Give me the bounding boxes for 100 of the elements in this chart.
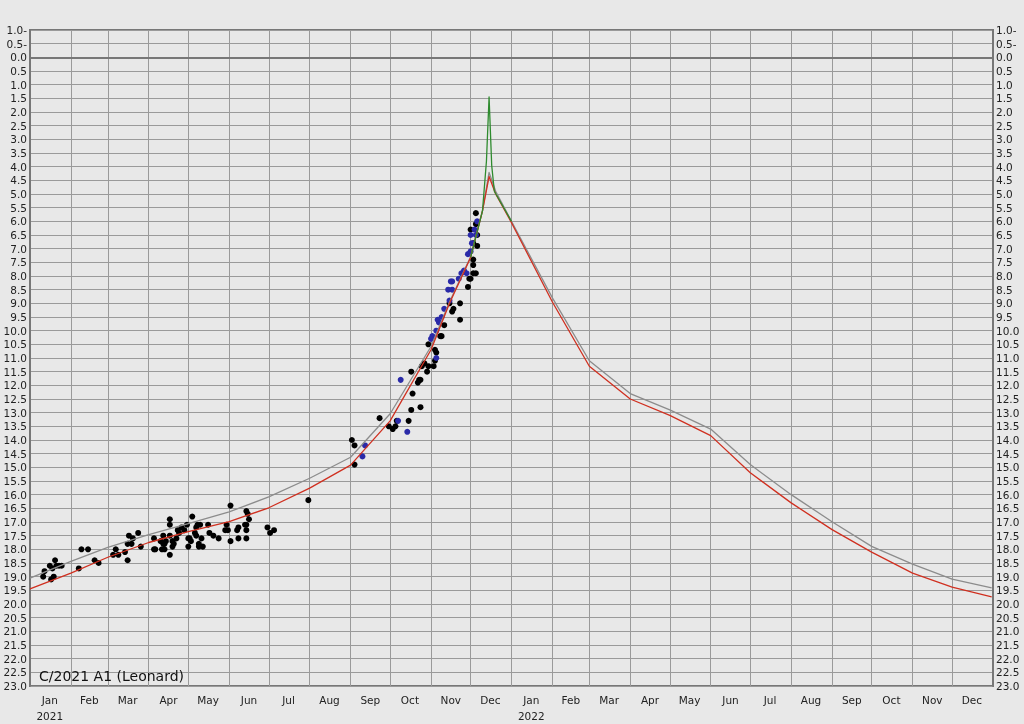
y2-tick-label: 16.5 (996, 502, 1020, 515)
y2-tick-label: 18.5 (996, 557, 1020, 569)
y2-tick-label: 17.5 (996, 529, 1020, 542)
y2-tick-label: 19.0 (996, 570, 1020, 583)
y-tick-label: 5.5 (10, 201, 27, 214)
y-tick-label: 11.5 (3, 365, 27, 378)
y2-tick-label: 22.0 (996, 652, 1020, 665)
y2-tick-label: 5.5 (996, 201, 1013, 214)
x-tick-label: Mar (117, 694, 139, 706)
y2-tick-label: 18.0 (996, 543, 1020, 556)
y2-tick-label: 0.5- (996, 37, 1017, 50)
y-tick-label: 19.0 (3, 570, 27, 583)
y2-tick-label: 4.5 (996, 174, 1013, 187)
y-tick-label: 16.5 (3, 502, 27, 515)
y-tick-label: 7.0 (10, 242, 27, 255)
x-tick-label: Dec (961, 694, 983, 706)
y2-tick-label: 11.5 (996, 365, 1020, 378)
x-tick-label: Jan 2022 (517, 694, 545, 722)
y2-tick-label: 0.0 (996, 51, 1013, 64)
y2-tick-label: 20.5 (996, 611, 1020, 624)
y2-tick-label: 21.5 (996, 639, 1020, 651)
x-tick-label: Dec (480, 694, 501, 706)
y-tick-label: 21.5 (3, 639, 27, 651)
x-tick-label: May (197, 694, 219, 706)
y2-tick-label: 10.5 (996, 338, 1020, 351)
y-tick-label: 22.5 (3, 666, 27, 679)
y-tick-label: 0.5- (6, 37, 28, 50)
y2-tick-label: 7.0 (996, 242, 1013, 255)
y-tick-label: 2.5 (10, 119, 27, 132)
y-tick-label: 20.5 (3, 611, 27, 624)
y-tick-label: 1.0 (10, 78, 27, 91)
y-tick-label: 5.0 (10, 188, 27, 200)
x-tick-label: Jul (281, 694, 295, 706)
y-tick-label: 13.5 (3, 420, 27, 433)
y-tick-label: 0.5 (10, 65, 27, 77)
y-tick-label: 1.0- (6, 24, 28, 36)
y2-tick-label: 0.5 (996, 65, 1013, 77)
y2-tick-label: 13.0 (996, 406, 1020, 419)
y-tick-label: 10.0 (3, 324, 27, 337)
x-tick-label: Jun (721, 694, 739, 706)
y-tick-label: 14.0 (3, 434, 27, 446)
y2-tick-label: 3.5 (996, 147, 1013, 159)
y-tick-label: 16.0 (3, 488, 27, 501)
x-tick-label: Apr (640, 694, 660, 706)
y-tick-label: 3.0 (10, 133, 27, 146)
y-tick-label: 4.0 (10, 160, 27, 173)
y-tick-label: 17.5 (3, 529, 27, 542)
y2-tick-label: 15.5 (996, 475, 1020, 487)
y-tick-label: 12.5 (3, 393, 27, 405)
y-tick-label: 21.0 (3, 625, 27, 638)
x-tick-label: Sep (360, 694, 381, 706)
y2-tick-label: 7.5 (996, 256, 1013, 269)
text: C/2021 A1 (Leonard) (39, 668, 185, 684)
x-tick-label: May (678, 694, 701, 706)
y2-tick-label: 3.0 (996, 133, 1013, 146)
y2-tick-label: 1.0 (996, 78, 1013, 91)
y-tick-label: 15.5 (3, 475, 27, 487)
y2-tick-label: 2.5 (996, 119, 1013, 132)
y2-tick-label: 1.0- (996, 24, 1017, 36)
y2-tick-label: 22.5 (996, 666, 1020, 679)
y2-tick-label: 16.0 (996, 488, 1020, 501)
y-tick-label: 11.0 (3, 352, 27, 364)
y-tick-label: 6.0 (10, 215, 27, 228)
y2-tick-label: 6.0 (996, 215, 1013, 228)
y-tick-label: 12.0 (3, 379, 27, 392)
y-tick-label: 0.0 (10, 51, 27, 64)
x-tick-label: Jun (239, 694, 258, 706)
x-tick-label: Feb (80, 694, 99, 706)
y2-tick-label: 4.0 (996, 160, 1013, 173)
y-tick-label: 3.5 (10, 147, 27, 159)
y-tick-label: 17.0 (3, 516, 27, 528)
y2-tick-label: 14.5 (996, 447, 1020, 460)
y-tick-label: 2.0 (10, 106, 27, 118)
y2-tick-label: 17.0 (996, 516, 1020, 528)
y-tick-label: 13.0 (3, 406, 27, 419)
y2-tick-label: 19.5 (996, 584, 1020, 597)
y2-tick-label: 12.0 (996, 379, 1020, 392)
y-tick-label: 4.5 (10, 174, 27, 187)
y2-tick-label: 8.5 (996, 283, 1013, 296)
x-tick-label: Jul (762, 694, 777, 706)
x-tick-label: Oct (400, 694, 419, 706)
y2-tick-label: 11.0 (996, 352, 1020, 364)
y2-tick-label: 14.0 (996, 434, 1020, 446)
y-tick-label: 6.5 (10, 229, 27, 241)
x-tick-label: Apr (159, 694, 179, 706)
x-tick-label: Jan 2021 (36, 694, 64, 722)
y-tick-label: 10.5 (3, 338, 27, 351)
x-tick-label: Aug (800, 694, 822, 706)
x-tick-label: Sep (841, 694, 863, 706)
y2-tick-label: 21.0 (996, 625, 1020, 638)
y-tick-label: 14.5 (3, 447, 27, 460)
y-tick-label: 23.0 (3, 680, 27, 692)
y-tick-label: 1.5 (10, 92, 27, 105)
x-tick-label: Oct (882, 694, 901, 706)
y-tick-label: 18.5 (3, 557, 27, 569)
y2-tick-label: 13.5 (996, 420, 1020, 433)
y2-tick-label: 6.5 (996, 229, 1013, 241)
y2-tick-label: 8.0 (996, 270, 1013, 282)
y2-tick-label: 9.0 (996, 297, 1013, 310)
y2-tick-label: 2.0 (996, 106, 1013, 118)
